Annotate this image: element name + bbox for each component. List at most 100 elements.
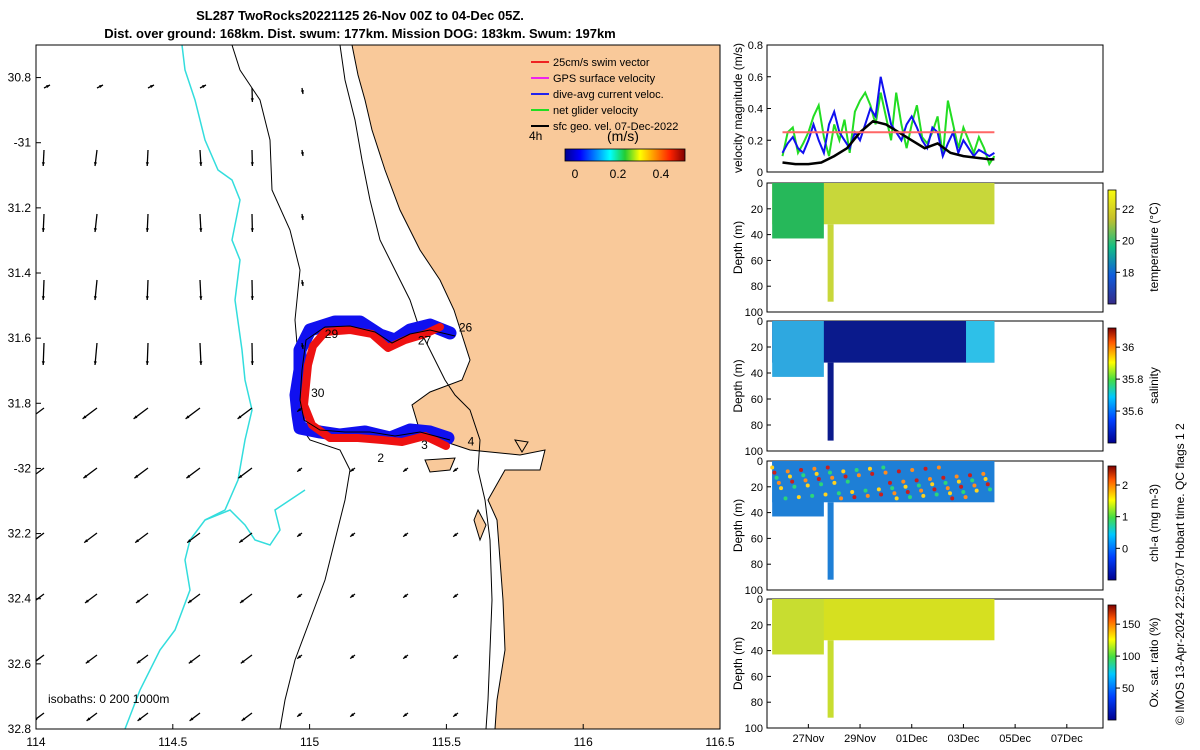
velocity-arrowhead: [93, 296, 97, 300]
chl-sample-dot: [772, 470, 777, 475]
isobath-label: isobaths: 0 200 1000m: [48, 692, 169, 706]
chl-sample-dot: [792, 484, 797, 489]
chl-sample-dot: [903, 484, 908, 489]
section-ytick-label: 60: [751, 671, 763, 683]
map-ytick-label: -31: [14, 136, 32, 150]
velocity-arrowhead: [250, 98, 254, 102]
chl-sample-dot: [850, 489, 855, 494]
velocity-ytick-label: 0: [757, 167, 763, 179]
chl-sample-dot: [907, 495, 912, 500]
velocity-arrowhead: [189, 717, 194, 721]
velocity-arrowhead: [300, 345, 304, 349]
velocity-plot: 0 0.2 0.4 0.6 0.8 velocity magnitude (m/s): [731, 40, 1104, 179]
velocity-arrowhead: [250, 228, 254, 232]
colorbar-tick-label: 0.4: [653, 167, 670, 181]
chl-sample-dot: [803, 478, 808, 483]
velocity-arrowhead: [41, 228, 45, 232]
chl-sample-dot: [981, 471, 986, 476]
velocity-arrowhead: [136, 659, 141, 664]
velocity-arrowhead: [300, 152, 304, 156]
chl-sample-dot: [790, 479, 795, 484]
velocity-arrowhead: [300, 90, 304, 94]
velocity-arrow: [36, 407, 45, 415]
section-data-deep-dive: [827, 502, 834, 580]
chl-sample-dot: [836, 491, 841, 496]
section-data-deep-dive: [827, 640, 834, 718]
section-data-deep-dive: [827, 362, 834, 441]
map-xtick-label: 114.5: [158, 735, 187, 749]
chl-sample-dot: [814, 471, 819, 476]
colorbar-unit: (m/s): [607, 128, 639, 144]
chl-sample-dot: [805, 483, 810, 488]
section-ytick-label: 100: [745, 585, 763, 597]
chl-sample-dot: [927, 477, 932, 482]
map-ytick-label: 32.4: [8, 592, 32, 606]
velocity-arrowhead: [85, 599, 89, 603]
chl-sample-dot: [901, 479, 906, 484]
section-ytick-label: 20: [751, 482, 763, 494]
map-ytick-label: 30.8: [8, 71, 32, 85]
section-xtick-label: 29Nov: [844, 733, 876, 745]
day-label: 27: [418, 334, 432, 348]
colorbar-label: Ox. sat. ratio (%): [1147, 617, 1161, 707]
colorbar-tick-label: 36: [1122, 342, 1134, 354]
chl-sample-dot: [934, 492, 939, 497]
section-xtick-label: 01Dec: [896, 733, 928, 745]
velocity-arrowhead: [145, 361, 149, 365]
chl-sample-dot: [841, 469, 846, 474]
legend-label: net glider velocity: [553, 105, 638, 117]
section-ylabel: Depth (m): [731, 637, 745, 690]
chl-sample-dot: [770, 465, 775, 470]
chl-sample-dot: [879, 492, 884, 497]
chl-sample-dot: [876, 487, 881, 492]
chl-sample-dot: [787, 474, 792, 479]
chl-sample-dot: [894, 496, 899, 501]
velocity-arrowhead: [202, 85, 206, 89]
colorbar-tick-label: 150: [1122, 619, 1140, 631]
velocity-arrowhead: [250, 162, 254, 166]
velocity-arrowhead: [199, 361, 203, 365]
velocity-arrowhead: [145, 296, 149, 300]
chl-sample-dot: [930, 482, 935, 487]
day-label: 4: [468, 435, 475, 449]
velocity-arrowhead: [453, 713, 458, 717]
section-ytick-label: 60: [751, 394, 763, 406]
colorbar-label: chl-a (mg m-3): [1147, 484, 1161, 562]
map-ytick-label: -32: [14, 461, 32, 475]
speed-colorbar: [564, 148, 686, 162]
chl-sample-dot: [887, 480, 892, 485]
velocity-arrowhead: [41, 361, 45, 365]
chl-sample-dot: [985, 482, 990, 487]
velocity-arrowhead: [93, 361, 97, 365]
glider-track-red: [300, 323, 450, 450]
map-panel: 114 114.5 115 115.5 116 116.5 30.8 -31 31.2 31.4…: [8, 44, 735, 749]
map-ytick-label: 32.6: [8, 657, 32, 671]
map-xtick-label: 116.5: [705, 735, 734, 749]
section-ytick-label: 80: [751, 281, 763, 293]
chl-sample-dot: [921, 493, 926, 498]
chl-sample-dot: [776, 480, 781, 485]
chl-sample-dot: [830, 475, 835, 480]
section-ytick-label: 20: [751, 204, 763, 216]
chl-sample-dot: [905, 489, 910, 494]
velocity-arrowhead: [241, 717, 246, 721]
chl-sample-dot: [799, 468, 804, 473]
velocity-arrowhead: [238, 474, 243, 479]
colorbar-tick-label: 2: [1122, 480, 1128, 492]
velocity-arrowhead: [133, 415, 138, 419]
chl-sample-dot: [839, 496, 844, 501]
velocity-arrowhead: [350, 533, 355, 537]
map-ytick-label: 31.4: [8, 266, 32, 280]
section-ytick-label: 60: [751, 533, 763, 545]
section-data-shallow: [772, 183, 824, 239]
velocity-arrowhead: [137, 717, 142, 721]
chl-sample-dot: [819, 482, 824, 487]
time-scale-label: 4h: [529, 129, 542, 143]
chl-sample-dot: [825, 465, 830, 470]
velocity-arrowhead: [350, 594, 355, 598]
colorbar-tick-label: 18: [1122, 267, 1134, 279]
chl-sample-dot: [854, 468, 859, 473]
map-ytick-label: 31.6: [8, 331, 32, 345]
section-panel: 0 20 40 60 80 100 Depth (m) 50 100 150 Ox. sat. ra…: [731, 594, 1161, 735]
